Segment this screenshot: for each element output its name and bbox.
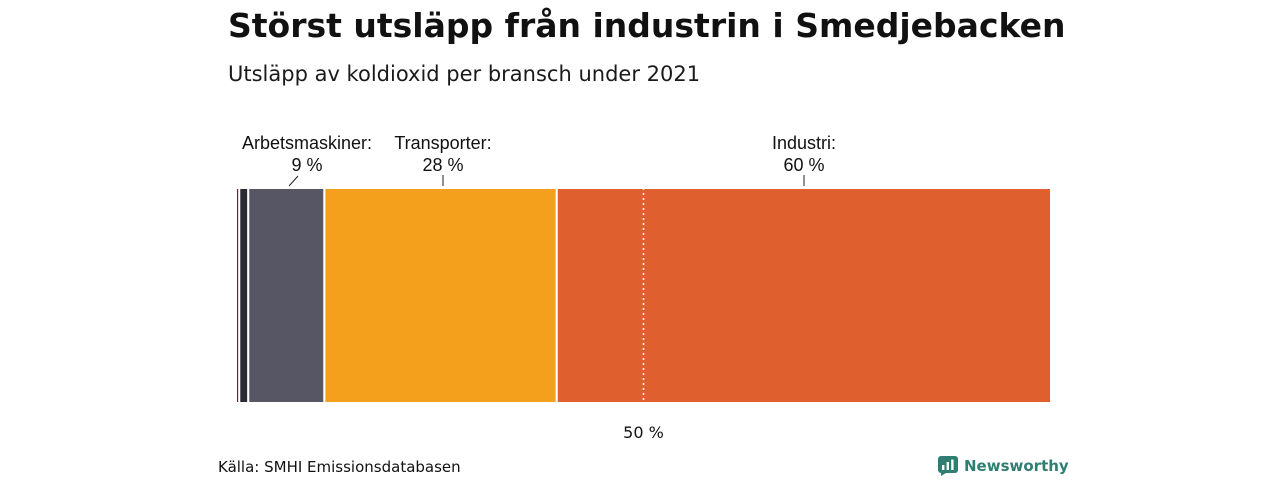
segment-leader-line	[288, 175, 299, 187]
newsworthy-icon	[938, 456, 958, 476]
brand-name: Newsworthy	[964, 457, 1069, 475]
segment-category-label: Industri:	[772, 133, 836, 153]
source-note: Källa: SMHI Emissionsdatabasen	[218, 458, 461, 476]
bar-segment-2	[247, 187, 326, 404]
brand-logo: Newsworthy	[938, 456, 1069, 476]
segment-value-label: 9 %	[291, 155, 322, 175]
segment-category-label: Arbetsmaskiner:	[242, 133, 372, 153]
reference-line-label: 50 %	[623, 423, 664, 442]
chart-title: Störst utsläpp från industrin i Smedjeba…	[228, 6, 1066, 45]
segment-value-label: 28 %	[422, 155, 463, 175]
stacked-bar-chart: Arbetsmaskiner:9 % Transporter:28 % Indust…	[235, 133, 1052, 442]
chart-subtitle: Utsläpp av koldioxid per bransch under 2…	[228, 62, 701, 86]
bar-segment-4	[555, 187, 1052, 404]
segment-value-label: 60 %	[783, 155, 824, 175]
bar-segment-1	[238, 187, 250, 404]
bar-segment-3	[323, 187, 558, 404]
segment-category-label: Transporter:	[394, 133, 491, 153]
